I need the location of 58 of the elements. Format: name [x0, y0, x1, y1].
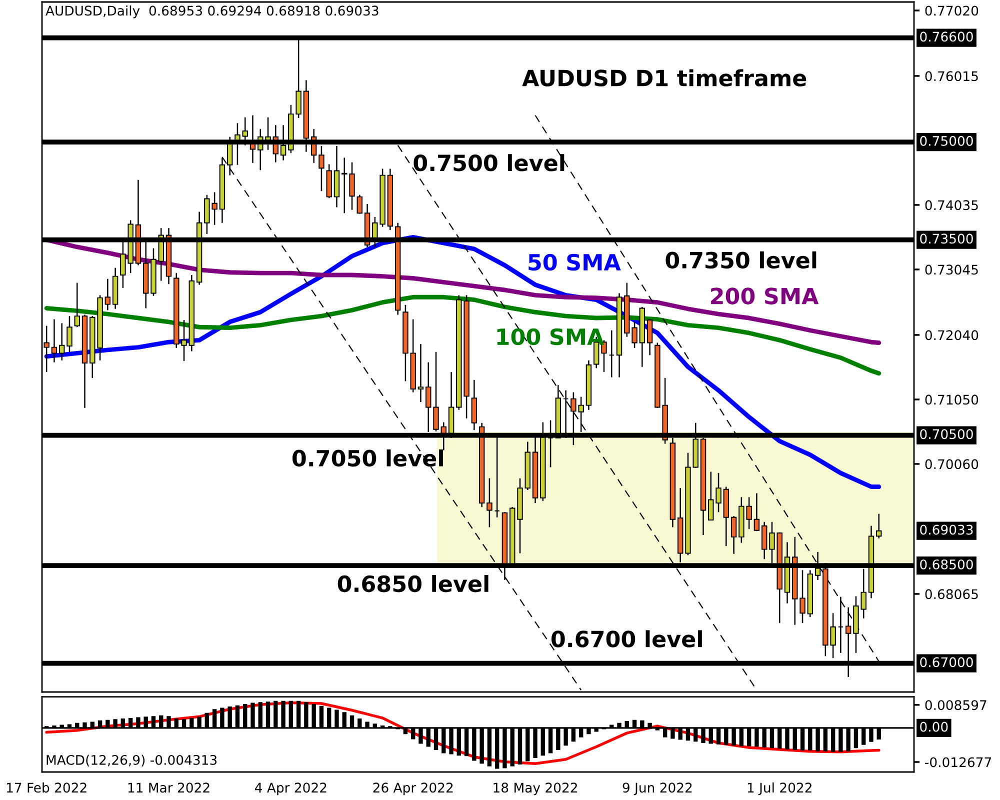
candlestick: [104, 278, 111, 311]
annotation: 0.7350 level: [666, 251, 816, 269]
candlestick: [349, 162, 355, 210]
candlestick: [51, 318, 58, 363]
x-tick-label: 4 Apr 2022: [254, 782, 326, 796]
candlestick: [418, 343, 424, 403]
y-tick-label: 0.74035: [925, 200, 978, 210]
y-tick-label: 0.70060: [925, 459, 978, 470]
candlestick: [800, 570, 806, 624]
candlestick: [754, 492, 760, 532]
candlestick: [66, 315, 72, 353]
y-tick-label: 0.008597: [925, 700, 986, 710]
candlestick: [761, 521, 768, 560]
x-tick-label: 18 May 2022: [494, 782, 577, 796]
x-tick-label: 26 Apr 2022: [373, 782, 453, 796]
candlestick: [646, 318, 653, 356]
ref-line-label: 0.00: [920, 722, 948, 732]
series-label: 100 SMA: [497, 328, 604, 346]
candlestick: [632, 321, 638, 349]
y-tick-label: 0.73045: [925, 264, 978, 275]
candlestick: [356, 194, 362, 214]
candlestick: [730, 515, 737, 554]
ref-line-label: 0.76600: [920, 32, 973, 42]
candlestick: [708, 471, 714, 521]
candlestick: [838, 596, 844, 654]
text: 0.69033: [920, 524, 973, 535]
y-tick-label: -0.012677: [925, 757, 992, 768]
y-tick-label: 0.71050: [925, 394, 978, 405]
candlestick: [74, 282, 80, 328]
annotation: 0.6700 level: [551, 630, 702, 648]
y-tick-label: 0.72040: [925, 330, 978, 340]
y-tick-label: 0.76015: [925, 71, 978, 82]
ref-line-label: 0.68500: [920, 559, 973, 570]
candlestick: [59, 322, 65, 361]
ref-line-label: 0.70500: [920, 429, 973, 440]
annotation: 0.7500 level: [414, 154, 564, 172]
text: AUDUSD D1 timeframe: [522, 69, 806, 86]
ref-line-label: 0.75000: [920, 136, 973, 146]
series-label: 200 SMA: [711, 288, 819, 304]
ref-line-label: 0.67000: [920, 657, 973, 668]
candlestick: [342, 157, 348, 214]
chart-subtitle: AUDUSD,Daily 0.68953 0.69294 0.68918 0.69033: [46, 5, 378, 18]
candlestick: [608, 330, 614, 378]
x-tick-label: 17 Feb 2022: [6, 782, 86, 793]
candlestick: [876, 513, 882, 539]
x-tick-label: 11 Mar 2022: [128, 782, 210, 793]
x-tick-label: 1 Jul 2022: [748, 782, 812, 796]
ref-line-label: 0.73500: [920, 234, 973, 244]
x-tick-label: 9 Jun 2022: [622, 782, 692, 796]
candlestick: [716, 472, 722, 513]
annotation: 0.7050 level: [292, 449, 443, 467]
candlestick: [181, 319, 187, 362]
text: MACD(12,26,9) -0.004313: [46, 754, 217, 766]
candlestick: [486, 478, 492, 528]
series-label: 50 SMA: [528, 254, 621, 271]
y-tick-label: 0.77020: [925, 6, 978, 16]
y-tick-label: 0.68065: [925, 589, 978, 600]
annotation: 0.6850 level: [338, 574, 488, 592]
